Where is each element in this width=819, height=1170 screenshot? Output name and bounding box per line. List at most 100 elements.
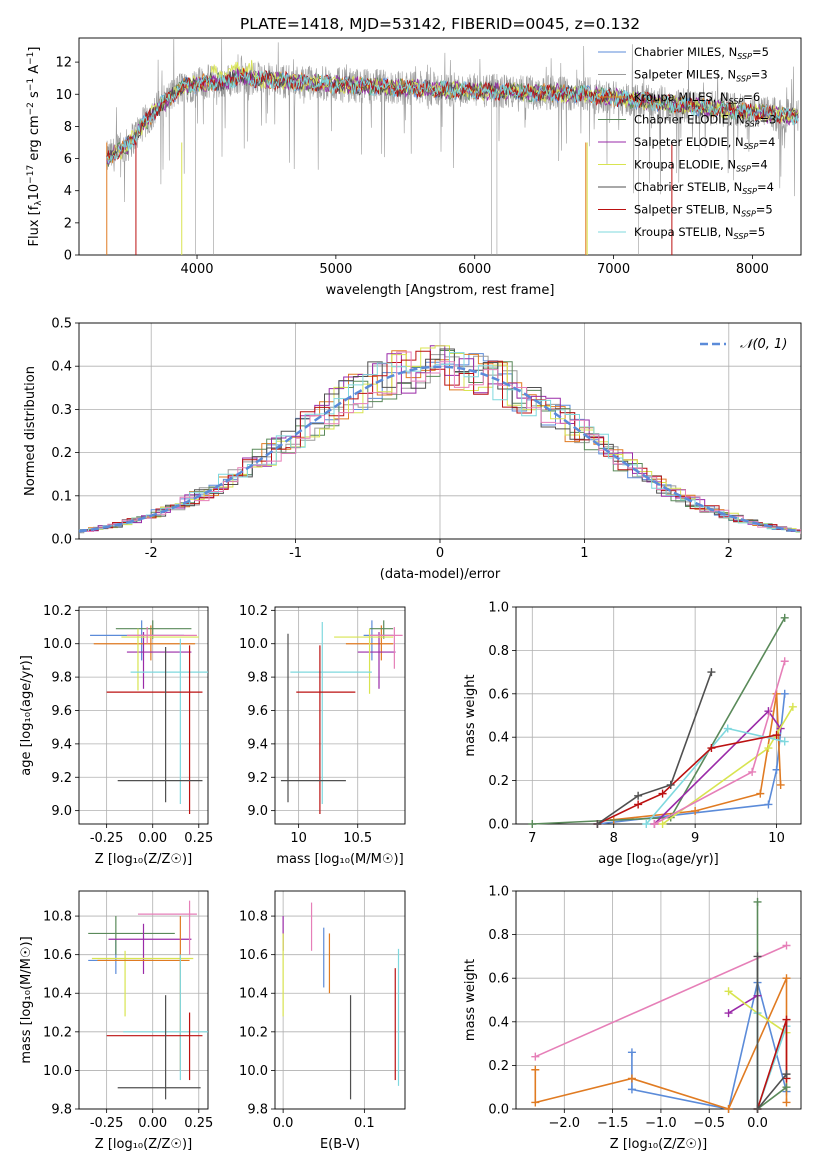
mass_vs_z-ytick-label: 10.4	[43, 987, 72, 1002]
weight_vs_z-point-chabrier_miles	[627, 1085, 636, 1094]
weight_vs_z-xtick-label: −2.0	[549, 1116, 581, 1131]
weight_vs_z-frame	[515, 890, 802, 1110]
mass_vs_ebv-ytick-label: 10.8	[239, 910, 268, 925]
weight_vs_age-point-kroupa_elodie	[658, 820, 667, 828]
residuals-ytick-label: 0.2	[51, 446, 72, 461]
spectrum-ytick-label: 8	[64, 120, 72, 135]
weight_vs_z-xtick-label: 0.0	[747, 1116, 768, 1131]
weight_vs_z-point-kroupa_miles	[531, 1098, 540, 1107]
figure-title: PLATE=1418, MJD=53142, FIBERID=0045, z=0…	[240, 15, 640, 33]
weight_vs_z-xlabel: Z [log₁₀(Z/Z☉)]	[610, 1137, 707, 1152]
weight_vs_age-point-pink	[650, 820, 659, 828]
residual-histogram-salpeter_stelib	[79, 350, 801, 532]
spectrum-ytick-label: 12	[55, 56, 72, 71]
mass_vs_ebv-axes: 0.0 0.1 9.8 10.0 10.2 10.4 10.6 10.8 E(B-V)	[239, 890, 406, 1152]
weight_vs_age-point-kroupa_elodie	[764, 744, 773, 753]
weight_vs_age-point-salpeter_stelib	[772, 731, 781, 740]
mass_vs_z-frame	[78, 890, 209, 1110]
mass_vs_z-xlabel: Z [log₁₀(Z/Z☉)]	[95, 1137, 192, 1152]
weight_vs_age-point-kroupa_elodie	[788, 702, 797, 711]
age_vs_z-ylabel: age [log₁₀(age/yr)]	[19, 655, 34, 776]
weight_vs_age-point-chabrier_stelib	[634, 791, 643, 800]
weight_vs_z-point-pink	[531, 1052, 540, 1061]
weight_vs_age-point-chabrier_stelib	[593, 820, 602, 828]
weight_vs_age-point-kroupa_miles	[776, 780, 785, 789]
weight_vs_age-point-chabrier_stelib	[707, 668, 716, 677]
gaussian-curve	[78, 365, 799, 533]
weight_vs_z-point-kroupa_miles	[724, 1105, 733, 1113]
weight_vs_age-ytick-label: 0.8	[488, 644, 509, 659]
spectrum-legend: Chabrier MILES, NSSP=5 Salpeter MILES, NS…	[598, 45, 776, 241]
residuals-ylabel: Normed distribution	[23, 366, 38, 496]
weight_vs_age-xlabel: age [log₁₀(age/yr)]	[598, 852, 719, 867]
age_vs_z-ytick-label: 10.2	[43, 604, 72, 619]
weight_vs_z-xtick-label: −0.5	[693, 1116, 725, 1131]
spectrum-ytick-label: 2	[64, 216, 72, 231]
spectrum-ytick-label: 10	[55, 88, 72, 103]
mass_vs_z-ytick-label: 9.8	[51, 1103, 72, 1118]
spectrum-lines	[106, 38, 799, 255]
spectrum-series-kroupa_elodie	[106, 59, 799, 161]
weight_vs_z-point-pink	[782, 941, 791, 950]
weight_vs_z-point-chabrier_stelib	[753, 952, 762, 961]
legend-label-salpeter_stelib: Salpeter STELIB, NSSP=5	[634, 203, 773, 219]
age_vs_z-marks	[90, 620, 208, 814]
weight_vs_age-point-pink	[780, 657, 789, 666]
weight_vs_z-line-salpeter_elodie	[728, 994, 758, 1014]
weight_vs_z-ylabel: mass weight	[463, 959, 478, 1041]
legend-label-chabrier_miles: Chabrier MILES, NSSP=5	[634, 45, 769, 61]
weight_vs_z-point-salpeter_stelib	[782, 1015, 791, 1024]
weight_vs_z-ytick-label: 0.4	[488, 1015, 509, 1030]
weight_vs_age-ytick-label: 1.0	[488, 601, 509, 616]
weight_vs_age-ytick-label: 0.6	[488, 687, 509, 702]
weight_vs_age-series	[528, 613, 797, 828]
weight_vs_age-point-kroupa_miles	[691, 806, 700, 815]
mass_vs_z-ytick-label: 10.0	[43, 1064, 72, 1079]
age_vs_mass-ytick-label: 9.2	[247, 771, 268, 786]
weight_vs_z-series	[531, 897, 791, 1113]
residuals-xtick-label: -1	[289, 546, 302, 561]
age_vs_z-ytick-label: 9.0	[51, 804, 72, 819]
weight_vs_z-line-pink	[534, 944, 787, 1058]
weight_vs_z-point-chabrier_stelib	[753, 1105, 762, 1113]
mass_vs_ebv-frame	[274, 890, 406, 1110]
weight_vs_z-ytick-label: 0.8	[488, 928, 509, 943]
age_vs_mass-marks	[280, 620, 403, 814]
age_vs_z-axes: -0.25 0.00 0.25 9.0 9.2 9.4 9.6 9.8 10.0 10.2 Z [l…	[19, 604, 213, 867]
age_vs_mass-ytick-label: 9.0	[247, 804, 268, 819]
mass_vs_ebv-ytick-label: 9.8	[247, 1103, 268, 1118]
residuals-ytick-label: 0.1	[51, 489, 72, 504]
legend-label-salpeter_miles: Salpeter MILES, NSSP=3	[634, 68, 768, 84]
weight_vs_age-point-chabrier_stelib	[666, 780, 675, 789]
age_vs_z-ytick-label: 9.8	[51, 671, 72, 686]
weight_vs_z-point-chabrier_miles	[627, 1048, 636, 1057]
age_vs_mass-xtick-label: 10.5	[343, 831, 372, 846]
residual-histogram-kroupa_stelib	[79, 352, 801, 533]
spectrum-xlabel: wavelength [Angstrom, rest frame]	[326, 283, 555, 298]
age_vs_z-ytick-label: 10.0	[43, 637, 72, 652]
weight_vs_age-ylabel: mass weight	[463, 674, 478, 756]
residuals-xlabel: (data-model)/error	[380, 567, 501, 582]
weight_vs_z-point-kroupa_elodie	[724, 987, 733, 996]
residuals-ytick-label: 0.4	[51, 360, 72, 375]
weight_vs_z-ytick-label: 0.0	[488, 1103, 509, 1118]
mass_vs_z-ytick-label: 10.2	[43, 1025, 72, 1040]
weight_vs_age-point-chabrier_miles	[780, 689, 789, 698]
spectrum-ylabel: Flux [fλ10−17 erg cm−2 s−1 A−1]	[26, 47, 44, 247]
age_vs_z-ytick-label: 9.4	[51, 737, 72, 752]
residuals-xtick-label: 2	[725, 546, 733, 561]
mass_vs_ebv-ytick-label: 10.4	[239, 987, 268, 1002]
spectrum-xtick-label: 7000	[597, 262, 630, 277]
weight_vs_age-point-pink	[748, 767, 757, 776]
mass_vs_ebv-ytick-label: 10.2	[239, 1025, 268, 1040]
weight_vs_z-point-chabrier_elodie	[753, 897, 762, 906]
age_vs_z-xtick-label: -0.25	[90, 831, 124, 846]
weight_vs_z-point-salpeter_elodie	[724, 1009, 733, 1018]
spectrum-ytick-label: 4	[64, 184, 72, 199]
weight_vs_age-point-chabrier_elodie	[528, 820, 537, 828]
spectrum-ytick-label: 6	[64, 152, 72, 167]
mass_vs_ebv-ytick-label: 10.0	[239, 1064, 268, 1079]
age_vs_z-xtick-label: 0.00	[138, 831, 167, 846]
mass_vs_z-marks	[88, 900, 208, 1100]
